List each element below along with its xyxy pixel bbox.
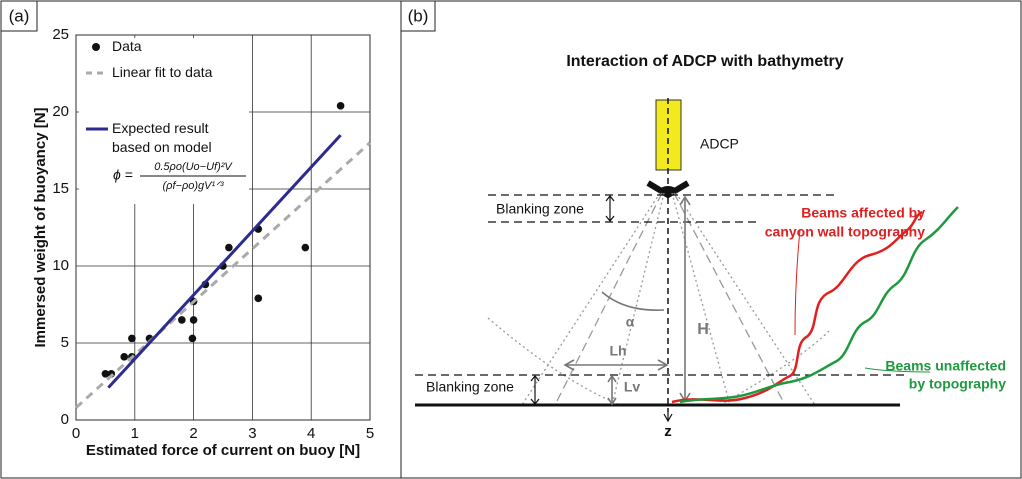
panel-box (400, 0, 436, 32)
chart: 0 5 10 15 20 25 0 1 2 3 4 5 Estimated force of curre… (32, 26, 374, 459)
affected-label: canyon wall topography (765, 224, 925, 240)
diagram-title: Interaction of ADCP with bathymetry (566, 53, 843, 70)
legend-label: Linear fit to data (112, 64, 213, 80)
y-tick-label: 25 (52, 26, 69, 43)
x-tick-label: 3 (248, 425, 256, 442)
data-point (254, 294, 263, 303)
x-tick-label: 5 (366, 425, 374, 442)
data-point (101, 370, 110, 378)
x-tick-label: 4 (307, 425, 315, 442)
y-axis-label: Immersed weight of buoyancy [N] (32, 107, 49, 347)
lh-label: Lh (609, 343, 626, 359)
formula: (ρf−ρo)gV¹ᐟ³ (163, 180, 224, 192)
legend-label: Expected result based on model (112, 120, 212, 155)
legend-entry: Linear fit to data (112, 64, 213, 80)
formula: ϕ = (113, 167, 133, 183)
formula: 0.5ρo(Uo−Uf)²V (154, 161, 233, 173)
legend-marker (92, 43, 100, 51)
data-point (120, 353, 129, 361)
dimension-arrows (563, 195, 691, 406)
z-label: z (664, 423, 672, 440)
y-tick-label: 20 (52, 103, 69, 120)
legend-entry: Data (112, 38, 142, 54)
fit-line (107, 134, 342, 389)
blanking-lines (415, 194, 905, 376)
y-tick-label: 15 (52, 180, 69, 197)
data-point (301, 243, 310, 252)
data-point (336, 102, 345, 110)
y-tick-label: 10 (52, 257, 69, 274)
blanking-label: Blanking zone (426, 379, 514, 395)
legend-label: Data (112, 38, 142, 54)
data-point (189, 316, 198, 324)
arrows (530, 195, 673, 423)
unaffected-label: by topography (909, 376, 1006, 392)
unaffected-profile (679, 206, 959, 404)
y-tick-label: 0 (61, 411, 69, 428)
affected-label: Beams affected by (801, 205, 925, 221)
x-tick-label: 0 (72, 425, 80, 442)
pointer (864, 367, 931, 373)
fit-line (74, 141, 372, 409)
unaffected-label: Beams unaffected (885, 358, 1006, 374)
alpha-label: α (626, 314, 635, 330)
pointer (794, 229, 801, 336)
panel-box (0, 0, 38, 32)
adcp-label: ADCP (700, 136, 739, 152)
affected-profile (671, 210, 923, 404)
lv-label: Lv (624, 379, 641, 395)
x-axis-label: Estimated force of current on buoy [N] (86, 442, 360, 459)
h-label: H (697, 321, 709, 338)
x-tick-label: 1 (131, 425, 139, 442)
panel-label: (a) (9, 6, 30, 25)
x-tick-label: 2 (189, 425, 197, 442)
data-point (128, 334, 136, 343)
data-point (178, 316, 186, 324)
legend-entry: Expected result based on model (112, 120, 212, 155)
panel-label: (b) (408, 6, 429, 25)
diagram: Interaction of ADCP with bathymetry ADCP… (415, 53, 1006, 440)
blanking-label: Blanking zone (496, 201, 584, 217)
y-tick-label: 5 (61, 334, 69, 351)
data-point (188, 334, 197, 343)
data-point (225, 243, 233, 252)
